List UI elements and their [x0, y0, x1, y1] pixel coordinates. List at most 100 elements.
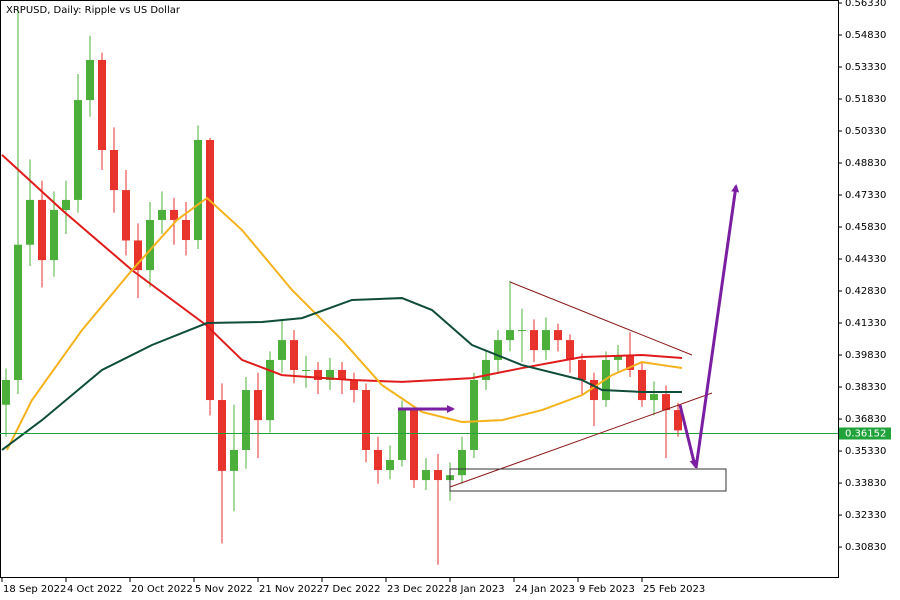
- arrow: [694, 184, 740, 469]
- moving-average: [1, 297, 682, 451]
- candle-body: [170, 209, 178, 220]
- candle-body: [254, 390, 262, 421]
- candle-body: [314, 369, 322, 380]
- y-tick-label: 0.45830: [845, 222, 886, 233]
- y-tick-label: 0.56330: [845, 0, 886, 9]
- candle-body: [38, 199, 46, 261]
- candle-body: [230, 449, 238, 471]
- candle-body: [626, 355, 634, 370]
- candle-body: [638, 369, 646, 401]
- candle-body: [218, 400, 226, 471]
- y-tick-label: 0.33830: [845, 478, 886, 489]
- y-tick-label: 0.35330: [845, 446, 886, 457]
- x-tick-label: 24 Jan 2023: [515, 584, 575, 595]
- plot-frame: [0, 0, 839, 578]
- y-tick-label: 0.48830: [845, 158, 886, 169]
- y-tick-label: 0.32330: [845, 510, 886, 521]
- x-tick-label: 18 Sep 2022: [3, 584, 66, 595]
- annotations: [398, 184, 740, 492]
- candle-body: [242, 390, 250, 450]
- candle-body: [326, 369, 334, 380]
- candle-body: [146, 219, 154, 271]
- candle-body: [674, 410, 682, 431]
- candle-body: [74, 100, 82, 200]
- moving-average: [1, 154, 683, 383]
- x-tick-label: 8 Jan 2023: [451, 584, 505, 595]
- triangle-upper: [509, 281, 693, 356]
- y-tick-label: 0.42830: [845, 286, 886, 297]
- candle-body: [458, 449, 466, 476]
- triangle-lower: [449, 392, 713, 488]
- y-tick-label: 0.44330: [845, 254, 886, 265]
- y-tick-label: 0.39830: [845, 350, 886, 361]
- y-tick-label: 0.38330: [845, 382, 886, 393]
- support-zone: [449, 468, 727, 492]
- candle-body: [350, 379, 358, 391]
- candle-body: [578, 359, 586, 380]
- y-tick-label: 0.47330: [845, 190, 886, 201]
- y-tick-label: 0.36830: [845, 414, 886, 425]
- x-tick-label: 20 Oct 2022: [131, 584, 193, 595]
- x-tick-label: 5 Nov 2022: [195, 584, 253, 595]
- y-tick-label: 0.41330: [845, 318, 886, 329]
- candle-body: [86, 59, 94, 101]
- candle-body: [422, 470, 430, 481]
- candle-body: [650, 394, 658, 401]
- candle-body: [62, 199, 70, 210]
- candle-body: [398, 410, 406, 461]
- y-tick-label: 0.54830: [845, 30, 886, 41]
- chart-title: XRPUSD, Daily: Ripple vs US Dollar: [6, 5, 181, 16]
- candle-body: [482, 359, 490, 380]
- candle-body: [494, 340, 502, 360]
- candle-body: [266, 359, 274, 421]
- candle-body: [122, 190, 130, 241]
- price-label: 0.36152: [845, 429, 886, 440]
- candle-body: [50, 209, 58, 261]
- candle-body: [590, 379, 598, 401]
- candle-body: [386, 460, 394, 471]
- candle-body: [410, 410, 418, 481]
- candle-body: [518, 330, 526, 332]
- candle-body: [110, 149, 118, 191]
- candle-body: [470, 379, 478, 450]
- y-tick-label: 0.30830: [845, 542, 886, 553]
- y-tick-label: 0.51830: [845, 94, 886, 105]
- x-tick-label: 21 Nov 2022: [259, 584, 323, 595]
- y-tick-label: 0.50330: [845, 126, 886, 137]
- candle-body: [206, 139, 214, 401]
- candle-body: [506, 330, 514, 341]
- candle-body: [290, 340, 298, 370]
- candle-body: [530, 330, 538, 351]
- x-tick-label: 9 Feb 2023: [579, 584, 635, 595]
- candle-body: [614, 355, 622, 360]
- candle-body: [554, 330, 562, 341]
- candle-body: [2, 379, 10, 405]
- candle-body: [26, 199, 34, 245]
- candle-body: [14, 244, 22, 380]
- candle-body: [158, 209, 166, 220]
- marks: [0, 10, 838, 565]
- x-tick-label: 23 Dec 2022: [387, 584, 451, 595]
- x-tick-label: 25 Feb 2023: [643, 584, 705, 595]
- candle-body: [662, 394, 670, 411]
- candle-body: [134, 240, 142, 271]
- x-tick-label: 4 Oct 2022: [67, 584, 122, 595]
- candle-body: [542, 330, 550, 351]
- candle-body: [374, 449, 382, 471]
- candle-body: [338, 369, 346, 380]
- candle-body: [278, 340, 286, 360]
- arrow: [678, 404, 698, 468]
- candle-body: [566, 340, 574, 360]
- candle-body: [302, 369, 310, 371]
- candle-body: [182, 219, 190, 241]
- candle-body: [194, 139, 202, 241]
- y-tick-label: 0.53330: [845, 62, 886, 73]
- price-label-box: [839, 427, 891, 440]
- candle-body: [434, 470, 442, 481]
- moving-average: [6, 196, 683, 451]
- x-tick-label: 7 Dec 2022: [323, 584, 381, 595]
- candle-body: [98, 59, 106, 150]
- candle-body: [362, 390, 370, 450]
